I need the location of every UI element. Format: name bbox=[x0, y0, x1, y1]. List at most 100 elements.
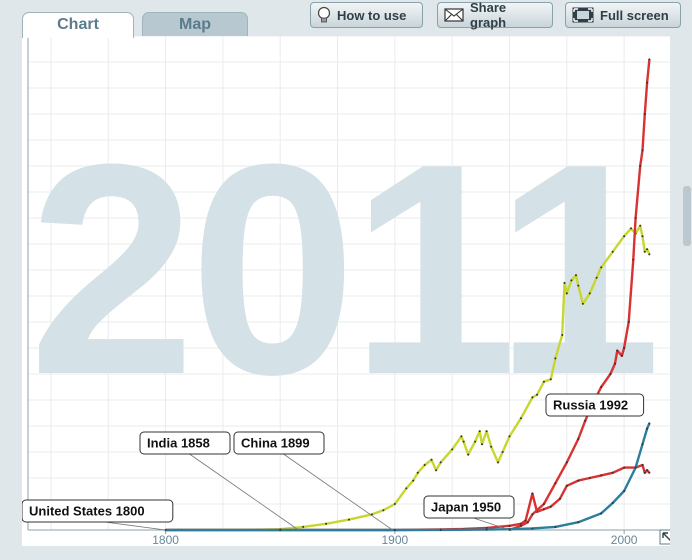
label-box bbox=[423, 495, 515, 519]
label-leader-line bbox=[473, 517, 510, 531]
y-tick-label: 2 M bbox=[22, 416, 24, 436]
series-line bbox=[165, 422, 651, 532]
data-point bbox=[416, 471, 419, 474]
label-leader-line bbox=[189, 453, 299, 531]
data-point bbox=[531, 396, 534, 399]
tab-bar: Chart Map bbox=[0, 0, 692, 38]
series-line bbox=[165, 463, 651, 532]
data-point bbox=[634, 466, 637, 469]
data-point bbox=[623, 235, 626, 238]
data-point bbox=[588, 292, 591, 295]
data-point bbox=[600, 386, 603, 388]
data-point bbox=[467, 453, 470, 456]
x-tick-label: 1900 bbox=[382, 533, 409, 546]
data-point bbox=[648, 253, 651, 256]
data-point bbox=[519, 524, 522, 527]
data-point bbox=[423, 464, 426, 466]
data-point bbox=[554, 357, 557, 360]
data-point bbox=[584, 419, 587, 422]
data-point bbox=[348, 518, 350, 521]
data-point bbox=[577, 284, 580, 287]
y-tick-label: 6 M bbox=[22, 208, 24, 228]
data-point bbox=[531, 513, 534, 516]
how-to-use-label: How to use bbox=[337, 7, 407, 23]
how-to-use-button[interactable]: How to use bbox=[310, 2, 423, 28]
country-label: United States 1800 bbox=[29, 504, 145, 519]
data-point bbox=[393, 503, 396, 505]
y-tick-label: 7 M bbox=[22, 156, 24, 176]
data-point bbox=[643, 113, 646, 115]
data-point bbox=[648, 471, 651, 474]
data-point bbox=[577, 479, 580, 482]
data-point bbox=[641, 464, 644, 466]
data-point bbox=[536, 393, 539, 396]
data-point bbox=[485, 430, 488, 433]
label-box bbox=[21, 499, 174, 523]
data-point bbox=[648, 58, 651, 61]
data-point bbox=[561, 334, 564, 336]
data-point bbox=[554, 525, 557, 528]
data-point bbox=[549, 378, 552, 381]
data-point bbox=[430, 458, 433, 461]
data-point bbox=[595, 276, 598, 279]
country-label: China 1899 bbox=[241, 436, 310, 451]
scrollbar[interactable] bbox=[682, 36, 692, 546]
data-point bbox=[405, 487, 408, 490]
data-point bbox=[302, 525, 305, 528]
data-point bbox=[570, 279, 573, 282]
data-point bbox=[460, 435, 463, 438]
year-watermark: 2011 bbox=[29, 101, 656, 437]
full-screen-button[interactable]: Full screen bbox=[565, 2, 681, 28]
chart-svg: 2011 0 1 M 2 M 3 M 4 M 5 M 6 M 7 M 8 M 9 M 1800 1900… bbox=[10, 35, 675, 547]
data-point bbox=[478, 430, 481, 433]
data-point bbox=[480, 443, 483, 446]
data-point bbox=[643, 250, 646, 253]
data-point bbox=[451, 448, 454, 451]
data-point bbox=[588, 477, 591, 479]
data-point bbox=[325, 522, 328, 525]
data-point bbox=[565, 484, 568, 487]
data-point bbox=[577, 521, 580, 524]
data-point bbox=[623, 347, 626, 349]
share-graph-button[interactable]: Share graph bbox=[437, 0, 553, 30]
data-point bbox=[549, 505, 552, 508]
data-point bbox=[435, 469, 438, 472]
data-point bbox=[581, 302, 584, 305]
data-point bbox=[542, 508, 545, 511]
data-point bbox=[634, 217, 637, 219]
data-point bbox=[632, 258, 635, 261]
y-tick-label: 5 M bbox=[22, 260, 24, 280]
data-point bbox=[641, 443, 644, 446]
data-point bbox=[648, 422, 651, 425]
data-point bbox=[641, 235, 644, 238]
data-point bbox=[623, 490, 626, 492]
data-point bbox=[508, 435, 511, 438]
y-tick-label: 4 M bbox=[22, 312, 24, 332]
label-box bbox=[233, 431, 325, 455]
data-point bbox=[558, 497, 561, 500]
data-point bbox=[565, 292, 568, 295]
chart-panel: 2011 0 1 M 2 M 3 M 4 M 5 M 6 M 7 M 8 M 9 M 1800 1900… bbox=[10, 35, 675, 547]
data-point bbox=[565, 461, 568, 464]
resize-corner-icon bbox=[659, 529, 675, 545]
country-label: Japan 1950 bbox=[431, 500, 501, 515]
scrollbar-thumb[interactable] bbox=[683, 186, 691, 246]
data-point bbox=[600, 266, 603, 269]
data-point bbox=[627, 321, 630, 323]
country-label: Russia 1992 bbox=[553, 398, 628, 413]
data-point bbox=[623, 466, 626, 469]
data-point bbox=[542, 503, 545, 505]
data-point bbox=[542, 380, 545, 383]
label-box bbox=[545, 393, 645, 417]
series-line bbox=[165, 224, 651, 532]
data-point bbox=[646, 248, 649, 251]
data-point bbox=[490, 445, 493, 448]
data-point bbox=[600, 512, 603, 515]
x-tick-label: 2000 bbox=[611, 533, 638, 546]
envelope-icon bbox=[444, 8, 464, 22]
tab-chart[interactable]: Chart bbox=[22, 12, 134, 38]
y-tick-label: 9 M bbox=[22, 52, 24, 72]
data-point bbox=[613, 362, 616, 365]
data-point bbox=[609, 373, 612, 375]
tab-map[interactable]: Map bbox=[142, 12, 248, 37]
